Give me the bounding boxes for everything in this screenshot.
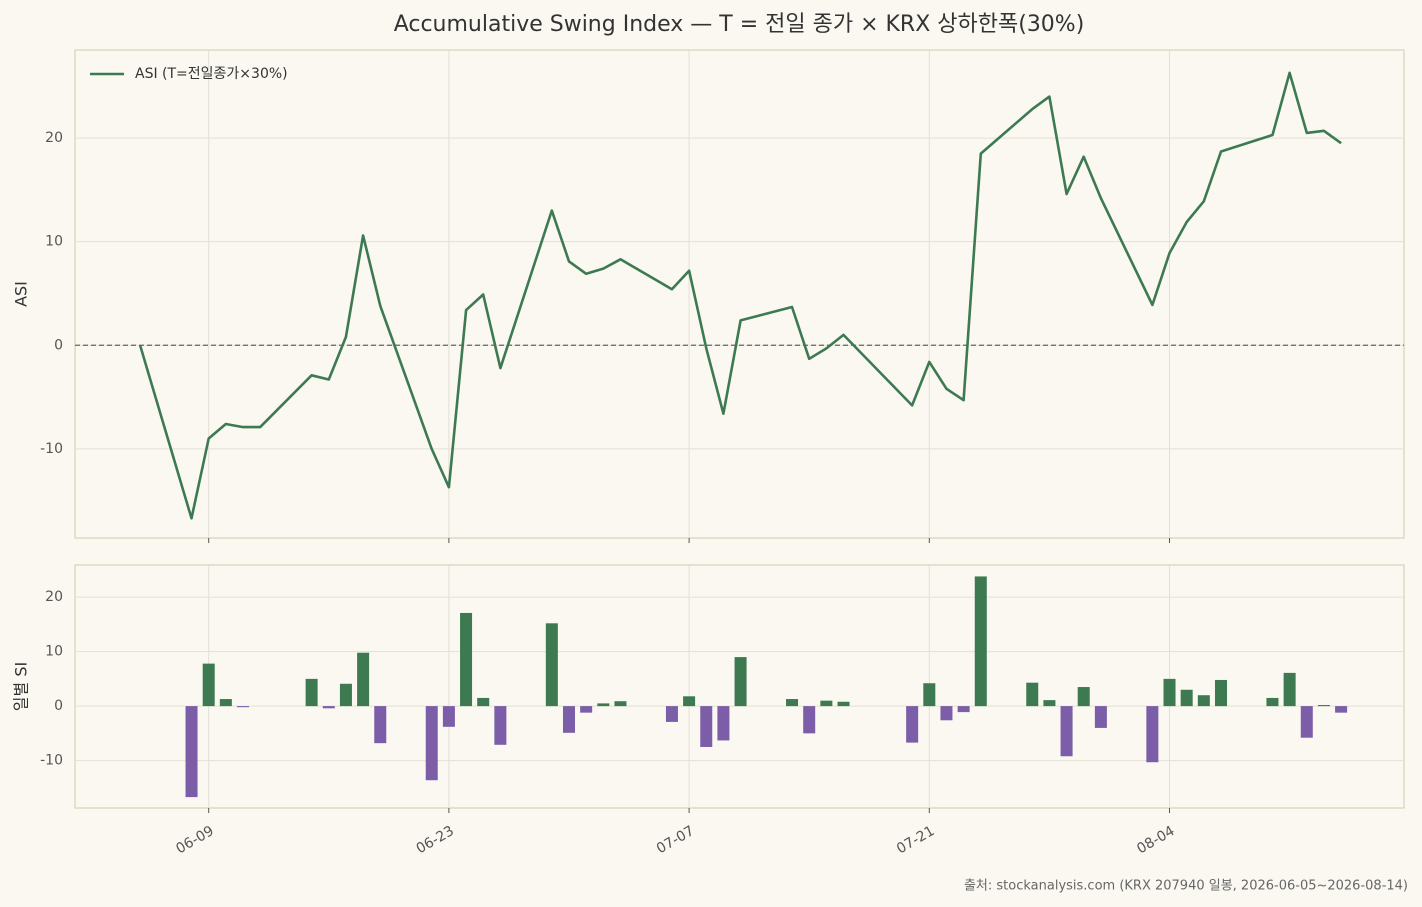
si-bar [597, 703, 610, 707]
si-bar [1214, 679, 1227, 707]
y-tick-label: 0 [54, 698, 63, 714]
si-bar [1094, 706, 1107, 728]
y-tick-label: 20 [45, 130, 63, 146]
si-bar [1283, 672, 1296, 707]
si-bar [734, 657, 747, 707]
si-bar [1043, 700, 1056, 707]
si-bar [665, 706, 678, 722]
x-tick-label: 07-21 [894, 823, 937, 857]
si-bar [580, 706, 593, 713]
si-bar [339, 683, 352, 707]
si-bar [1266, 697, 1279, 707]
si-bar [322, 706, 335, 709]
si-bar [906, 706, 919, 743]
si-bar [494, 706, 507, 745]
si-bar [477, 697, 490, 707]
si-bar [1077, 687, 1090, 707]
si-bar [940, 706, 953, 721]
x-tick-label: 06-09 [173, 823, 216, 857]
si-bar [786, 699, 799, 707]
si-bar [683, 696, 696, 707]
y-tick-label: -10 [40, 753, 63, 769]
si-bar [1163, 678, 1176, 707]
si-bar [305, 678, 318, 707]
footer: 출처: stockanalysis.com (KRX 207940 일봉, 20… [964, 879, 1408, 894]
y-tick-label: 0 [54, 337, 63, 353]
si-bar [1180, 689, 1193, 707]
si-bar [357, 652, 370, 707]
si-bar [460, 612, 473, 707]
si-bar [442, 706, 455, 727]
y-tick-label: 10 [45, 234, 63, 250]
si-bar [425, 706, 438, 781]
asi-line [138, 71, 1342, 520]
si-bar [957, 706, 970, 713]
chart-title: Accumulative Swing Index — T = 전일 종가 × K… [394, 12, 1085, 37]
si-bar [614, 701, 627, 707]
si-bar [202, 663, 215, 707]
plot-frame [74, 49, 1405, 539]
x-tick-label: 06-23 [414, 823, 457, 857]
x-tick-label: 07-07 [654, 823, 697, 857]
si-bar [1026, 682, 1039, 707]
si-bar [700, 706, 713, 747]
si-bar [185, 706, 198, 798]
si-bar [803, 706, 816, 734]
y-tick-label: -10 [40, 441, 63, 457]
y-axis-label: ASI [12, 281, 31, 307]
si-bar [374, 706, 387, 744]
si-bar [1300, 706, 1313, 738]
si-bar [545, 623, 558, 707]
si-bar [1197, 695, 1210, 707]
si-bar [219, 699, 232, 707]
y-axis-label: 일별 SI [12, 662, 31, 711]
y-tick-label: 20 [45, 589, 63, 605]
si-bar [923, 683, 936, 707]
si-bar [820, 700, 833, 707]
x-tick-label: 08-04 [1134, 823, 1177, 857]
legend-label: ASI (T=전일종가×30%) [135, 66, 288, 82]
si-bar [562, 706, 576, 733]
si-bar [1060, 706, 1073, 757]
si-bar [717, 706, 730, 741]
si-bar [236, 706, 250, 708]
si-bar [1335, 706, 1348, 713]
si-bar [837, 701, 850, 707]
si-bar [974, 576, 987, 707]
si-bar [1317, 705, 1330, 707]
si-bar [1146, 706, 1159, 763]
y-tick-label: 10 [45, 644, 63, 660]
plot-frame [74, 564, 1405, 809]
